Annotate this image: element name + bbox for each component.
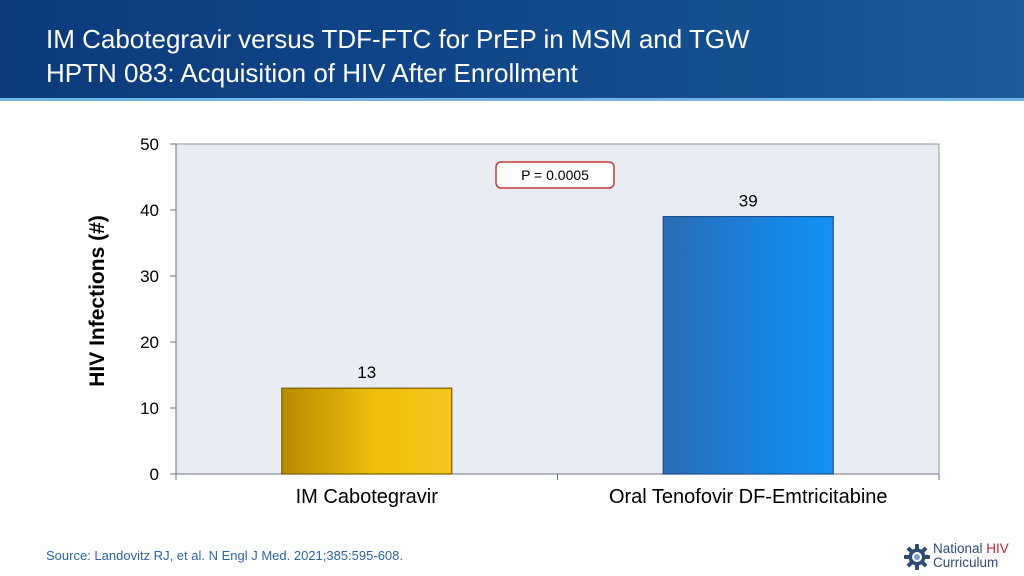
logo-word-national: National [933,541,983,556]
data-labels: 13 39 [357,192,757,383]
y-tick-label: 0 [150,465,159,484]
bars [281,215,834,475]
data-label-1: 13 [357,363,376,382]
y-tick-label: 40 [140,201,159,220]
bar-chart: 0 10 20 30 40 50 13 39 IM Cabotegravir Oral Ten… [86,135,940,508]
y-tick-label: 20 [140,333,159,352]
data-label-2: 39 [739,192,758,211]
national-hiv-curriculum-logo: National HIV Curriculum [903,541,1021,573]
bar-1 [281,387,453,475]
y-tick-label: 30 [140,267,159,286]
slide-header: IM Cabotegravir versus TDF-FTC for PrEP … [0,0,1024,101]
y-tick-label: 50 [140,135,159,154]
p-value-annotation: P = 0.0005 [495,161,615,189]
y-axis-ticks: 0 10 20 30 40 50 [140,135,176,484]
logo-text: National HIV Curriculum [933,542,1009,570]
slide-title-line-2: HPTN 083: Acquisition of HIV After Enrol… [46,58,578,88]
y-tick-label: 10 [140,399,159,418]
source-citation: Source: Landovitz RJ, et al. N Engl J Me… [46,548,403,563]
p-value-box [495,161,615,189]
p-value-text: P = 0.0005 [521,167,589,183]
logo-word-curriculum: Curriculum [933,555,999,570]
logo-word-hiv: HIV [986,541,1009,556]
x-tick-label: Oral Tenofovir DF-Emtricitabine [609,486,888,508]
gear-logo-icon [904,544,930,570]
y-axis-title: HIV Infections (#) [86,215,109,387]
slide-title-line-1: IM Cabotegravir versus TDF-FTC for PrEP … [46,24,750,54]
x-axis-labels: IM Cabotegravir Oral Tenofovir DF-Emtrici… [296,486,888,508]
bar-2 [662,215,834,475]
x-tick-label: IM Cabotegravir [296,486,439,508]
